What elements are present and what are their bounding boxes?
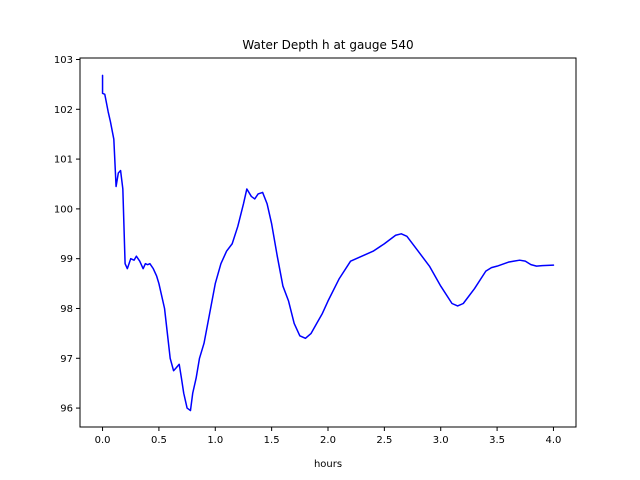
x-tick-label: 4.0 xyxy=(546,435,562,446)
y-tick-label: 102 xyxy=(54,105,73,116)
y-tick-label: 101 xyxy=(54,155,73,166)
x-tick-label: 0.5 xyxy=(151,435,167,446)
x-tick-label: 2.5 xyxy=(376,435,392,446)
series-line-0 xyxy=(101,74,555,412)
plot-area xyxy=(101,74,555,412)
y-tick-label: 103 xyxy=(54,55,73,66)
x-tick-label: 3.0 xyxy=(433,435,449,446)
y-tick-label: 98 xyxy=(60,304,73,315)
axes: 0.0 0.5 1.0 1.5 2.0 2.5 3.0 3.5 4.0 96 97 98 99 100 10… xyxy=(54,55,562,446)
x-tick-label: 1.0 xyxy=(207,435,223,446)
x-tick-label: 3.5 xyxy=(489,435,505,446)
y-tick-label: 99 xyxy=(60,254,73,265)
axes-frame xyxy=(79,57,577,428)
chart-title: Water Depth h at gauge 540 xyxy=(242,38,413,52)
y-tick-label: 96 xyxy=(60,404,73,415)
x-tick-label: 2.0 xyxy=(320,435,336,446)
x-tick-label: 0.0 xyxy=(95,435,111,446)
y-tick-label: 100 xyxy=(54,204,73,215)
x-tick-label: 1.5 xyxy=(264,435,280,446)
y-tick-label: 97 xyxy=(60,354,73,365)
x-axis-label: hours xyxy=(314,459,342,470)
